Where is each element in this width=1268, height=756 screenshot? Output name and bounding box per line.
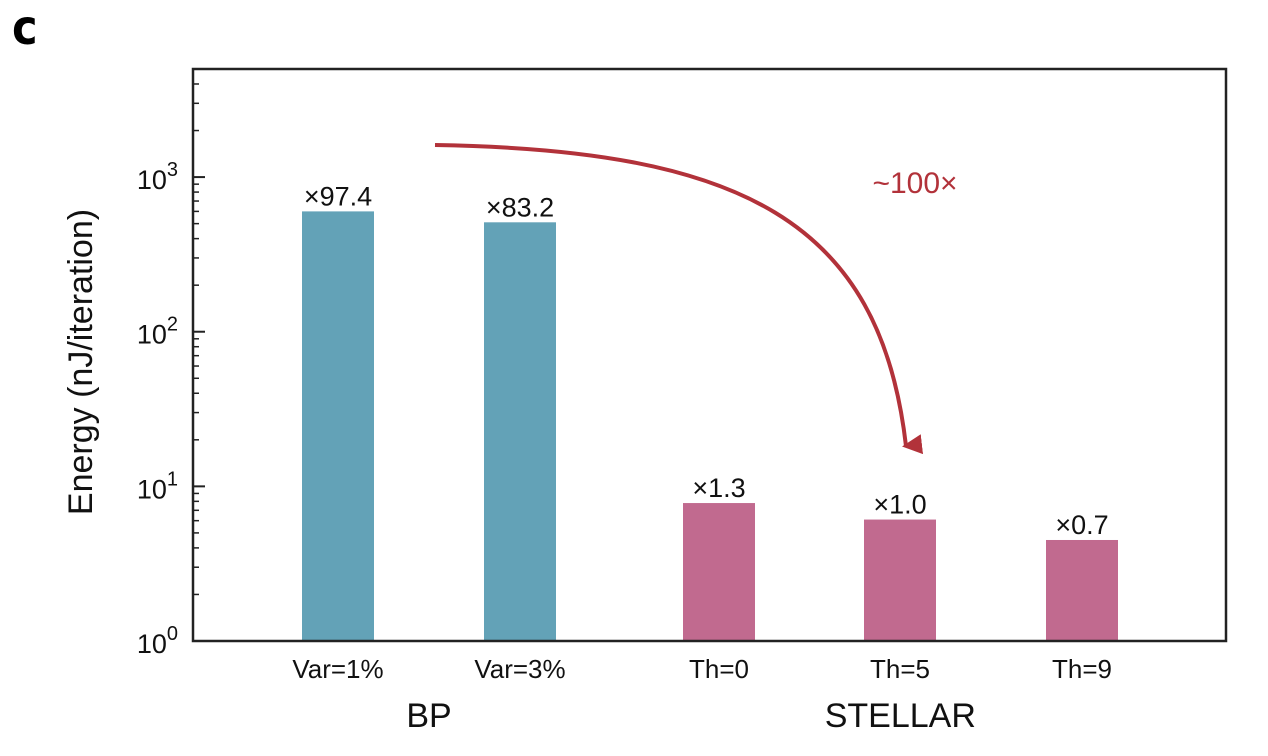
bar-data-labels: ×97.4 ×83.2 ×1.3 ×1.0 ×0.7 [304,181,1109,540]
bar-3 [683,503,755,641]
x-axis-category-labels: Var=1% Var=3% Th=0 Th=5 Th=9 [292,654,1112,684]
bar-4 [864,519,936,641]
x-tick-label-3: Th=0 [689,654,749,684]
data-label-1: ×97.4 [304,181,372,211]
y-axis-tick-labels: 100 101 102 103 [137,159,178,659]
panel-label: c [12,0,38,56]
y-tick-label-2: 101 [137,468,178,504]
data-label-5: ×0.7 [1055,510,1108,540]
bars-group [302,211,1118,641]
x-tick-label-4: Th=5 [870,654,930,684]
bar-5 [1046,539,1118,641]
plot-frame [191,67,1228,643]
group-label-2: STELLAR [825,697,976,735]
group-labels: BP STELLAR [406,697,976,735]
data-label-3: ×1.3 [692,473,745,503]
bar-1 [302,211,374,641]
comparison-arrow [434,143,924,455]
y-axis-title: Energy (nJ/iteration) [62,209,100,515]
y-tick-label-1: 100 [137,623,178,659]
bar-2 [484,222,556,641]
data-label-2: ×83.2 [486,192,554,222]
x-tick-label-1: Var=1% [292,654,383,684]
group-label-1: BP [406,697,451,735]
x-tick-label-2: Var=3% [474,654,565,684]
data-label-4: ×1.0 [873,490,926,520]
y-tick-label-3: 102 [137,314,178,350]
y-axis-ticks [193,68,205,642]
improvement-annotation: ~100× [872,167,957,200]
y-tick-label-4: 103 [137,159,178,195]
x-tick-label-5: Th=9 [1052,654,1112,684]
